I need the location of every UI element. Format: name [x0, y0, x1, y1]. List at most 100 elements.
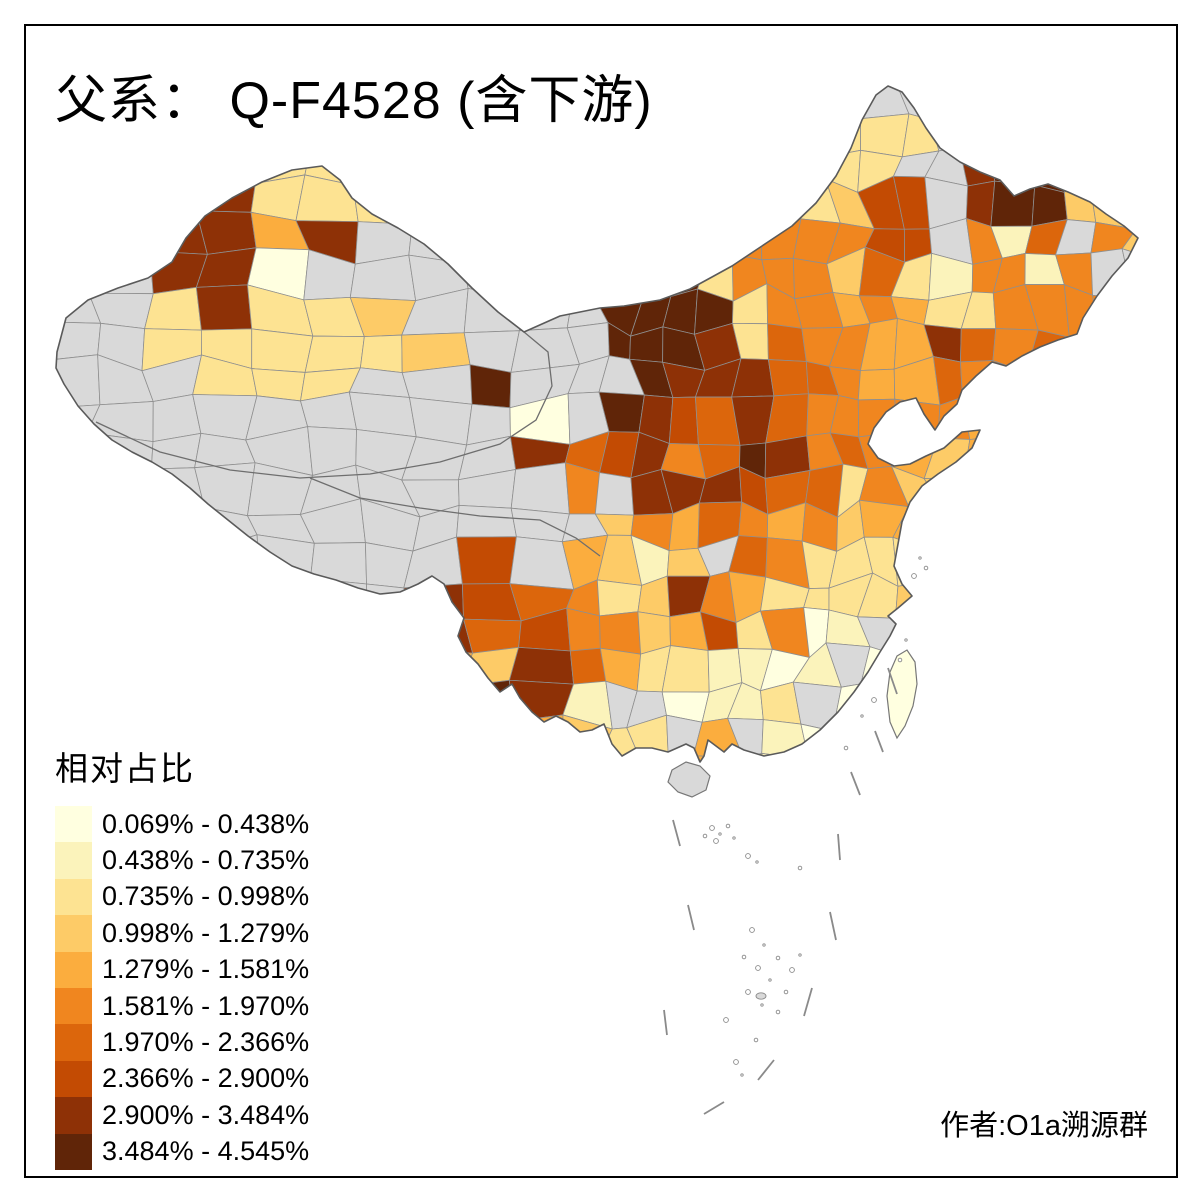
prefecture-cell — [203, 534, 260, 580]
prefecture-cell — [1089, 719, 1135, 762]
prefecture-cell — [760, 145, 810, 186]
prefecture-cell — [760, 790, 803, 842]
prefecture-cell — [1089, 576, 1136, 620]
prefecture-cell — [564, 175, 612, 216]
prefecture-cell — [146, 210, 208, 255]
islet — [723, 1017, 729, 1023]
prefecture-cell — [990, 86, 1034, 122]
islet — [745, 989, 751, 995]
legend-label: 0.438% - 0.735% — [102, 845, 310, 876]
prefecture-cell — [990, 114, 1034, 155]
prefecture-cell — [194, 462, 256, 517]
prefecture-cell — [798, 758, 834, 762]
map-title: 父系： Q-F4528 (含下游) — [55, 72, 653, 130]
prefecture-cell — [1023, 86, 1070, 116]
prefecture-cell — [302, 793, 363, 833]
prefecture-cell — [301, 715, 358, 758]
prefecture-cell — [56, 354, 101, 410]
prefecture-cell — [56, 512, 98, 551]
prefecture-cell — [518, 795, 574, 837]
prefecture-cell — [91, 154, 146, 185]
prefecture-cell — [141, 537, 209, 581]
legend-swatch — [55, 1097, 92, 1134]
prefecture-cell — [1130, 751, 1138, 762]
prefecture-cell — [1055, 648, 1106, 689]
legend-label: 0.069% - 0.438% — [102, 808, 310, 839]
islet — [897, 657, 903, 663]
prefecture-cell — [149, 507, 209, 551]
prefecture-cell — [1087, 138, 1138, 181]
taiwan-region — [886, 649, 918, 740]
prefecture-cell — [1029, 504, 1067, 539]
prefecture-cell — [1005, 654, 1041, 697]
prefecture-cell — [1122, 117, 1138, 158]
prefecture-cell — [564, 247, 602, 302]
nine-dash-line-segment — [874, 730, 884, 753]
legend-label: 2.366% - 2.900% — [102, 1063, 310, 1094]
islet — [843, 745, 849, 751]
legend-row: 2.366% - 2.900% — [55, 1060, 310, 1098]
prefecture-cell — [767, 359, 809, 397]
prefecture-cell — [608, 804, 641, 833]
prefecture-cell — [1022, 391, 1068, 434]
islet — [768, 978, 772, 982]
prefecture-cell — [407, 686, 470, 724]
prefecture-cell — [414, 141, 473, 193]
prefecture-cell — [959, 577, 999, 621]
prefecture-cell — [930, 577, 971, 617]
hainan-region — [667, 761, 711, 798]
prefecture-cell — [640, 796, 676, 825]
prefecture-cell — [245, 687, 306, 723]
prefecture-cell — [365, 583, 418, 618]
prefecture-cell — [833, 797, 875, 831]
prefecture-cell — [1089, 543, 1138, 582]
prefecture-cell — [563, 755, 610, 762]
prefecture-cell — [1088, 437, 1131, 480]
prefecture-cell — [310, 542, 367, 585]
prefecture-cell — [927, 499, 974, 551]
prefecture-cell — [961, 86, 1000, 122]
prefecture-cell — [758, 115, 810, 152]
prefecture-cell — [1065, 504, 1092, 545]
prefecture-cell — [405, 714, 470, 762]
prefecture-cell — [246, 621, 308, 661]
prefecture-cell — [967, 498, 1008, 552]
prefecture-cell — [349, 648, 420, 694]
prefecture-cell — [990, 180, 1036, 227]
legend-row: 3.484% - 4.545% — [55, 1133, 310, 1170]
prefecture-cell — [800, 145, 832, 185]
islet — [702, 833, 708, 839]
prefecture-cell — [469, 364, 512, 409]
prefecture-cell — [245, 652, 306, 694]
islet — [725, 823, 731, 829]
prefecture-cell — [835, 86, 868, 120]
prefecture-cell — [1121, 216, 1138, 265]
legend-swatch — [55, 842, 92, 879]
prefecture-cell — [1096, 324, 1134, 356]
prefecture-cell — [758, 86, 807, 117]
prefecture-cell — [85, 656, 150, 689]
prefecture-cell — [894, 612, 940, 658]
prefecture-cell — [199, 618, 253, 654]
prefecture-cell — [349, 690, 420, 717]
legend-label: 3.484% - 4.545% — [102, 1136, 310, 1167]
prefecture-cell — [1125, 404, 1138, 444]
prefecture-cell — [694, 176, 735, 222]
legend-row: 0.069% - 0.438% — [55, 806, 310, 843]
prefecture-cell — [760, 184, 802, 224]
prefecture-cell — [1122, 437, 1138, 480]
prefecture-cell — [1094, 751, 1134, 762]
islet — [904, 638, 908, 642]
islet — [918, 556, 922, 560]
prefecture-cell — [359, 334, 403, 374]
islet — [713, 838, 719, 844]
prefecture-cell — [513, 714, 565, 762]
prefecture-cell — [1063, 143, 1107, 194]
prefecture-cell — [1032, 111, 1071, 156]
prefecture-cell — [923, 437, 971, 479]
prefecture-cell — [56, 212, 102, 260]
prefecture-cell — [1022, 432, 1066, 482]
prefecture-cell — [1089, 501, 1138, 552]
prefecture-cell — [1055, 612, 1099, 656]
